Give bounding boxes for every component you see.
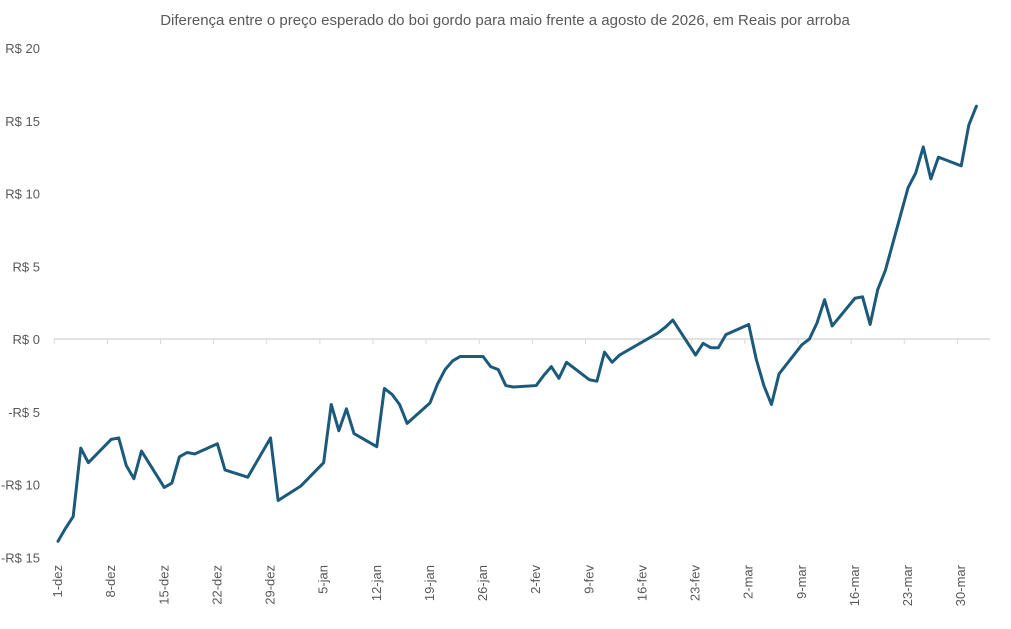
x-tick-label: 12-jan [369,565,384,601]
y-tick-label: -R$ 10 [1,478,40,493]
y-tick-label: -R$ 15 [1,550,40,565]
x-tick-label: 29-dez [263,565,278,605]
x-tick-label: 9-fev [581,565,596,594]
series-line-group [56,104,978,543]
x-tick-label: 19-jan [422,565,437,601]
y-tick-label: -R$ 5 [8,405,40,420]
y-tick-label: R$ 10 [5,187,40,202]
x-tick-label: 16-mar [847,564,862,606]
x-tick-label: 1-dez [50,565,65,598]
y-axis: R$ 20 R$ 15 R$ 10 R$ 5 R$ 0 -R$ 5 -R$ 10 -R$ 15 [1,41,40,565]
x-tick-label: 2-mar [741,564,756,599]
y-tick-label: R$ 0 [13,332,40,347]
chart-title: Diferença entre o preço esperado do boi … [160,12,850,29]
y-tick-label: R$ 5 [13,259,40,274]
x-tick-label: 8-dez [103,565,118,598]
series-line [56,104,978,543]
x-tick-label: 5-jan [316,565,331,594]
y-tick-label: R$ 15 [5,114,40,129]
x-tick-label: 23-fev [688,565,703,602]
x-tick-label: 22-dez [209,565,224,605]
x-tick-label: 2-fev [528,565,543,594]
x-tick-label: 15-dez [156,565,171,605]
x-tick-label: 30-mar [953,564,968,606]
x-axis: 1-dez 8-dez 15-dez 22-dez 29-dez 5-jan 12-jan 1… [50,338,990,606]
x-tick-label: 26-jan [475,565,490,601]
x-tick-label: 9-mar [794,564,809,599]
x-tick-label: 16-fev [634,565,649,602]
y-tick-label: R$ 20 [5,41,40,56]
x-tick-label: 23-mar [900,564,915,606]
